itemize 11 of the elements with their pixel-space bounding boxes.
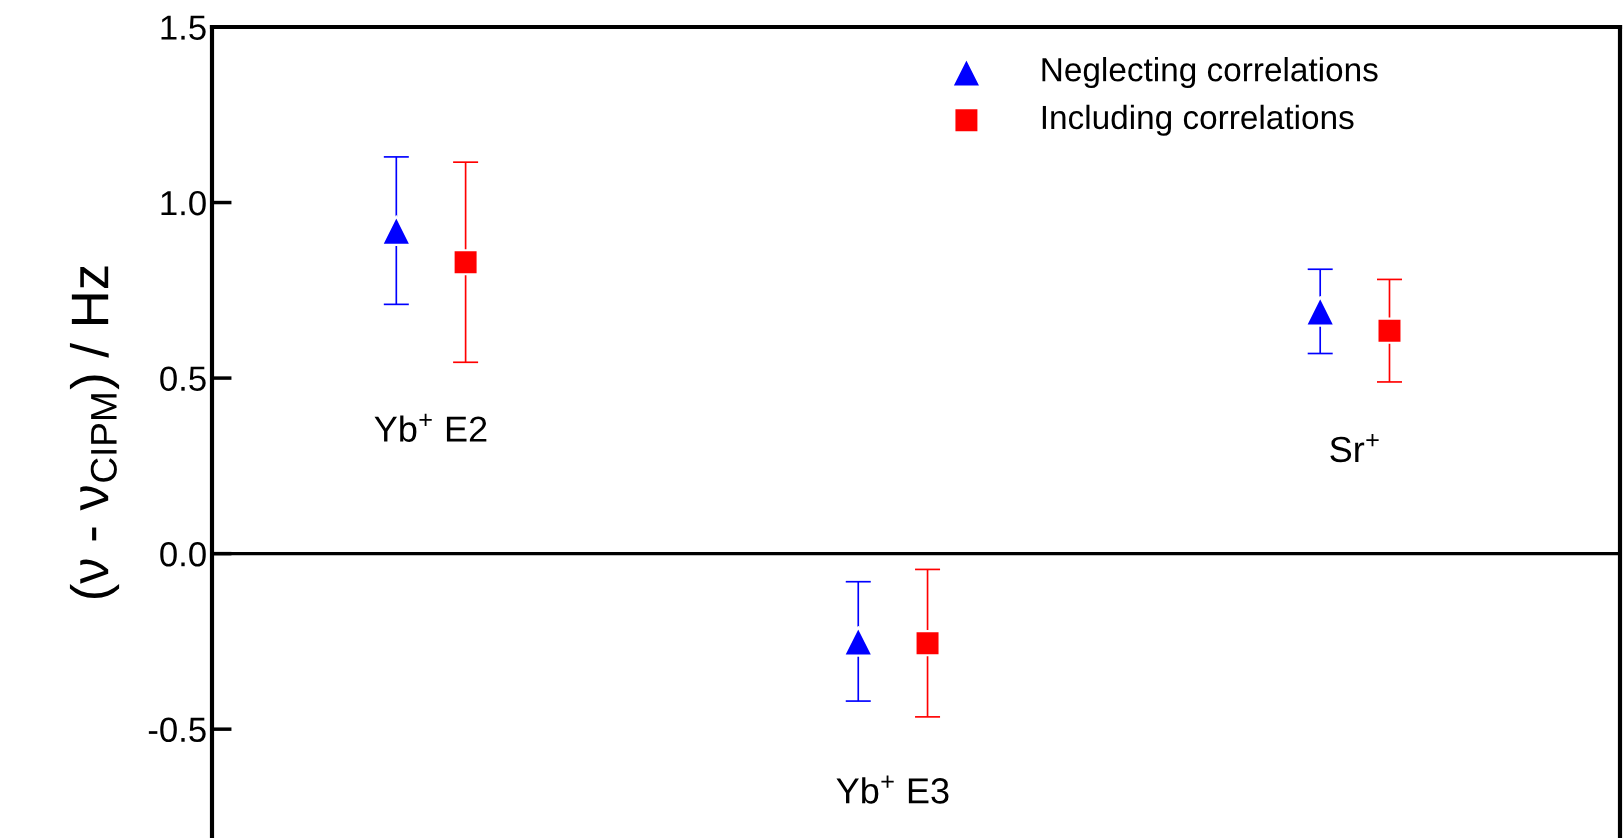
y-tick-label: 1.5	[161, 15, 206, 40]
y-tick-label: 1.0	[161, 190, 206, 216]
y-tick-label: -0.5	[148, 717, 206, 743]
legend-label: Including correlations	[1042, 104, 1354, 136]
annotation: Yb$^{+}$ E3	[836, 775, 949, 804]
annotation: Sr$^{+}$	[1330, 433, 1379, 463]
annotation: Yb$^{+}$ E2	[374, 413, 487, 442]
y-axis-title: (ν - ν$_{CIPM}$) / Hz	[69, 266, 120, 599]
y-tick-label: 0.0	[160, 541, 206, 567]
y-tick-label: 0.5	[160, 366, 206, 392]
legend-label: Neglecting correlations	[1042, 57, 1378, 89]
